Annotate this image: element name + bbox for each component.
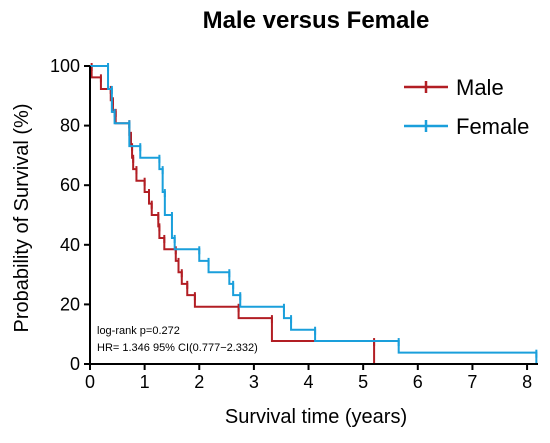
x-tick-label: 3 [249, 372, 259, 392]
y-ticks: 0 20 40 60 80 100 [50, 56, 90, 374]
x-ticks: 0 1 2 3 4 5 6 7 8 [85, 364, 532, 392]
y-tick-label: 80 [60, 116, 80, 136]
x-tick-label: 8 [522, 372, 532, 392]
x-axis-title: Survival time (years) [225, 406, 407, 428]
y-tick-label: 0 [70, 354, 80, 374]
x-tick-label: 0 [85, 372, 95, 392]
x-tick-label: 4 [304, 372, 314, 392]
chart-title: Male versus Female [203, 7, 430, 34]
annotation-logrank: log-rank p=0.272 [97, 325, 180, 337]
legend-label-female: Female [456, 114, 529, 139]
survival-curve-male [90, 65, 376, 364]
y-tick-label: 100 [50, 56, 80, 76]
legend-label-male: Male [456, 75, 504, 100]
y-tick-label: 60 [60, 175, 80, 195]
x-tick-label: 5 [358, 372, 368, 392]
x-tick-label: 1 [140, 372, 150, 392]
y-tick-label: 20 [60, 294, 80, 314]
x-tick-label: 7 [467, 372, 477, 392]
plot-area [90, 63, 538, 364]
legend: Male Female [404, 75, 529, 139]
annotation-hazard-ratio: HR= 1.346 95% CI(0.777−2.332) [97, 342, 258, 354]
y-tick-label: 40 [60, 235, 80, 255]
x-tick-label: 2 [194, 372, 204, 392]
x-tick-label: 6 [413, 372, 423, 392]
y-axis-title: Probability of Survival (%) [11, 104, 33, 333]
